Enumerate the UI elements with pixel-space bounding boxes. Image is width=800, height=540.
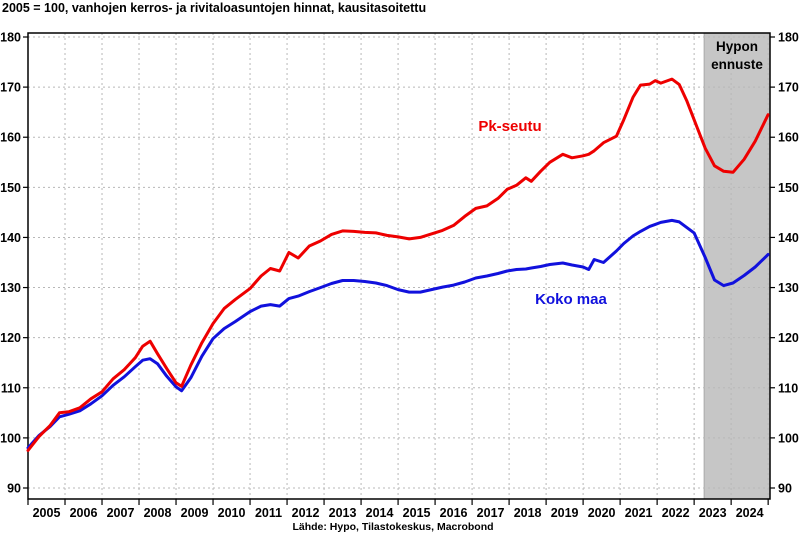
x-tick-label: 2009 [181,506,209,520]
y-tick-label-left: 140 [0,231,21,245]
y-tick-label-left: 100 [0,431,21,445]
y-tick-label-left: 90 [7,482,21,496]
x-tick-label: 2015 [403,506,431,520]
y-tick-label-left: 110 [1,381,21,395]
y-tick-label-right: 130 [778,281,799,295]
x-tick-label: 2012 [292,506,320,520]
x-tick-label: 2014 [366,506,394,520]
y-tick-label-left: 160 [0,131,21,145]
plot-frame [27,32,771,500]
y-tick-label-right: 170 [778,81,799,95]
y-tick-label-right: 90 [778,482,792,496]
x-tick-label: 2021 [625,506,653,520]
y-tick-label-right: 120 [778,331,799,345]
series-label-koko-maa: Koko maa [535,291,607,308]
y-tick-label-right: 110 [778,381,798,395]
source-caption: Lähde: Hypo, Tilastokeskus, Macrobond [292,521,494,533]
y-tick-label-left: 150 [0,181,21,195]
y-tick-label-right: 180 [778,31,799,45]
chart-title: 2005 = 100, vanhojen kerros- ja rivitalo… [2,1,427,15]
y-tick-label-left: 130 [0,281,21,295]
x-tick-label: 2008 [144,506,172,520]
series-line-koko-maa [26,218,770,450]
x-tick-label: 2010 [218,506,246,520]
x-tick-label: 2016 [440,506,468,520]
y-tick-label-right: 150 [778,181,799,195]
series-label-pk-seutu: Pk-seutu [478,118,542,135]
forecast-band-label-line2: ennuste [711,57,763,72]
x-tick-label: 2007 [107,506,135,520]
forecast-band-label-line1: Hypon [716,39,758,54]
x-tick-label: 2013 [329,506,357,520]
y-tick-label-right: 160 [778,131,799,145]
y-tick-label-left: 170 [0,81,21,95]
y-tick-label-right: 140 [778,231,799,245]
series-line-pk-seutu [26,77,770,452]
x-tick-label: 2022 [662,506,690,520]
x-tick-label: 2006 [70,506,98,520]
forecast-band-label: Hypon ennuste [700,38,774,74]
x-tick-label: 2023 [699,506,727,520]
x-tick-label: 2019 [551,506,579,520]
x-tick-label: 2017 [477,506,505,520]
x-tick-label: 2024 [736,506,764,520]
y-tick-label-right: 100 [778,431,799,445]
y-tick-label-left: 120 [0,331,21,345]
forecast-band [704,33,770,499]
x-tick-label: 2018 [514,506,542,520]
x-tick-label: 2005 [33,506,61,520]
x-tick-label: 2020 [588,506,616,520]
x-tick-label: 2011 [255,506,282,520]
y-tick-label-left: 180 [0,31,21,45]
